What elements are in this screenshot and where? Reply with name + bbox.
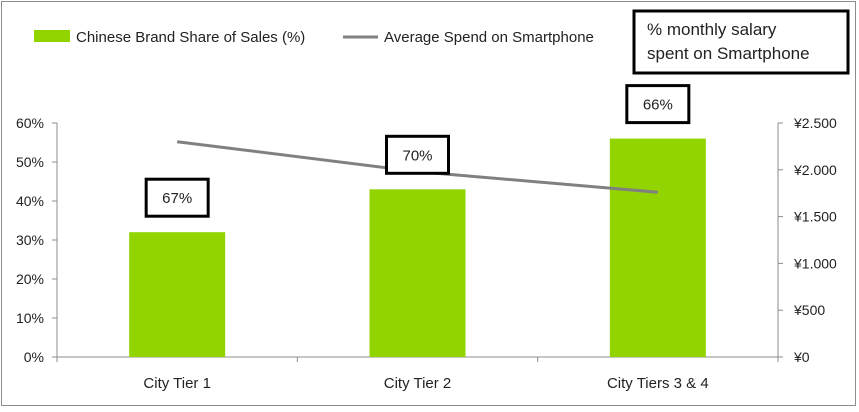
right-axis-tick-label: ¥0 bbox=[793, 349, 810, 365]
annotation-label: 70% bbox=[402, 147, 432, 164]
right-axis-tick-label: ¥2.500 bbox=[793, 115, 837, 131]
right-axis-tick-label: ¥1.000 bbox=[793, 255, 837, 271]
bar bbox=[369, 189, 466, 357]
bar bbox=[609, 138, 706, 357]
chart-frame: 0% 10% 20% 30% 40% 50% 60% ¥0 ¥500 ¥1.000 ¥1.500 ¥2… bbox=[1, 1, 856, 406]
legend-bar-label: Chinese Brand Share of Sales (%) bbox=[76, 29, 305, 46]
left-axis-tick-label: 10% bbox=[16, 310, 44, 326]
x-axis-tick-label: City Tier 2 bbox=[384, 375, 452, 392]
left-axis-tick-label: 50% bbox=[16, 154, 44, 170]
left-axis-tick-label: 30% bbox=[16, 232, 44, 248]
right-axis-tick-label: ¥1.500 bbox=[793, 209, 837, 225]
bar bbox=[129, 232, 226, 357]
right-axis-tick-label: ¥500 bbox=[793, 302, 825, 318]
x-axis-tick-label: City Tiers 3 & 4 bbox=[607, 375, 709, 392]
legend-bar-swatch bbox=[34, 30, 70, 42]
x-axis-tick-label: City Tier 1 bbox=[143, 375, 211, 392]
annotation-label: 66% bbox=[643, 97, 673, 114]
left-axis-tick-label: 60% bbox=[16, 115, 44, 131]
left-axis-tick-label: 0% bbox=[24, 349, 44, 365]
right-axis-tick-label: ¥2.000 bbox=[793, 162, 837, 178]
annotation-label: 67% bbox=[162, 190, 192, 207]
left-axis-tick-label: 20% bbox=[16, 271, 44, 287]
salary-note-line1: % monthly salary bbox=[647, 20, 777, 39]
annotation-box bbox=[625, 84, 691, 125]
left-axis-tick-label: 40% bbox=[16, 193, 44, 209]
legend-line-label: Average Spend on Smartphone bbox=[384, 29, 594, 46]
salary-note-box bbox=[632, 9, 850, 75]
annotation-box bbox=[144, 177, 210, 218]
annotation-box bbox=[385, 134, 450, 175]
salary-note-line2: spent on Smartphone bbox=[647, 44, 810, 63]
combo-chart: 0% 10% 20% 30% 40% 50% 60% ¥0 ¥500 ¥1.000 ¥1.500 ¥2… bbox=[16, 9, 850, 392]
